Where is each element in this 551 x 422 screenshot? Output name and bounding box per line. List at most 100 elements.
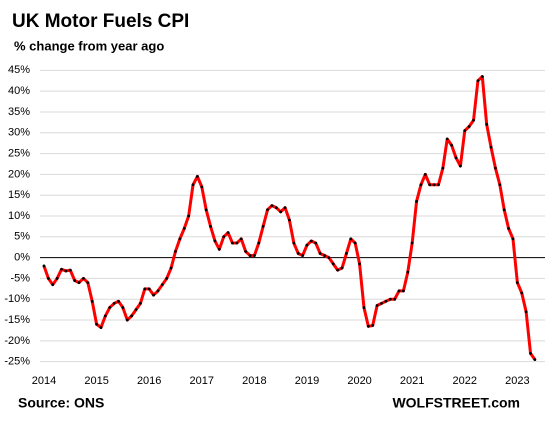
point: [117, 299, 120, 303]
x-tick-label: 2017: [190, 375, 214, 387]
point: [529, 351, 532, 355]
point: [68, 268, 72, 272]
point: [51, 283, 55, 287]
point: [244, 249, 248, 253]
x-tick-label: 2020: [347, 375, 371, 387]
point: [524, 310, 528, 314]
point: [95, 322, 98, 326]
y-tick-label: -25%: [4, 356, 30, 368]
point: [349, 237, 353, 241]
point: [86, 281, 90, 284]
point: [489, 145, 493, 149]
point: [46, 277, 50, 280]
point: [60, 267, 63, 271]
point: [371, 324, 375, 327]
point: [358, 262, 361, 266]
point: [375, 304, 379, 307]
point: [441, 166, 445, 170]
point: [502, 208, 506, 212]
point: [261, 225, 265, 228]
point: [134, 308, 138, 312]
point: [270, 204, 274, 207]
y-tick-label: -20%: [4, 335, 30, 347]
point: [226, 231, 230, 235]
point: [182, 227, 186, 230]
y-tick-label: 35%: [8, 106, 30, 118]
point: [428, 183, 432, 187]
point: [99, 326, 103, 329]
y-tick-label: 0%: [14, 252, 30, 264]
y-tick-label: 20%: [8, 168, 30, 180]
point: [73, 279, 77, 282]
point: [266, 208, 269, 212]
point: [200, 185, 204, 189]
point: [222, 235, 226, 239]
point: [305, 243, 309, 247]
x-tick-label: 2022: [453, 375, 477, 387]
point: [204, 208, 208, 212]
point: [103, 314, 107, 318]
point: [463, 129, 467, 133]
point: [160, 283, 164, 287]
x-tick-label: 2018: [242, 375, 266, 387]
point: [507, 227, 510, 230]
point: [476, 79, 480, 83]
point: [169, 266, 173, 270]
point: [248, 254, 252, 257]
point: [125, 318, 129, 322]
point: [235, 241, 239, 245]
point: [353, 241, 357, 245]
point: [213, 239, 217, 243]
point: [393, 297, 397, 301]
point: [239, 237, 243, 241]
point: [402, 289, 405, 293]
point: [152, 293, 155, 297]
chart-title: UK Motor Fuels CPI: [12, 11, 189, 32]
point: [283, 206, 287, 210]
series-line: [42, 75, 537, 361]
point: [397, 289, 401, 293]
point: [515, 281, 519, 284]
point: [279, 210, 283, 214]
point: [309, 239, 313, 243]
point: [445, 137, 449, 141]
y-tick-label: 25%: [8, 147, 30, 159]
point: [296, 252, 300, 255]
x-tick-label: 2019: [295, 375, 319, 387]
x-tick-label: 2023: [505, 375, 529, 387]
point: [467, 125, 471, 128]
point: [42, 264, 46, 268]
point: [257, 241, 261, 245]
y-tick-label: 45%: [8, 64, 30, 76]
y-tick-label: 10%: [8, 210, 30, 222]
point: [139, 302, 142, 305]
y-tick-label: -15%: [4, 314, 30, 326]
point: [196, 175, 199, 178]
point: [82, 277, 85, 280]
point: [384, 299, 388, 303]
point: [64, 269, 68, 273]
point: [336, 268, 340, 272]
x-tick-label: 2015: [84, 375, 108, 387]
point: [314, 241, 318, 245]
point: [327, 256, 331, 260]
point: [231, 241, 234, 245]
point: [301, 254, 304, 257]
point: [437, 183, 440, 187]
y-tick-label: 30%: [8, 127, 30, 139]
point: [90, 299, 94, 303]
point: [380, 302, 383, 305]
point: [121, 306, 125, 309]
point: [450, 143, 454, 147]
point: [366, 324, 370, 328]
point: [472, 118, 475, 122]
point: [318, 252, 322, 255]
x-tick-label: 2016: [137, 375, 161, 387]
point: [423, 172, 427, 176]
y-tick-label: 15%: [8, 189, 30, 201]
point: [112, 302, 116, 305]
point: [292, 241, 296, 245]
point: [345, 252, 348, 255]
